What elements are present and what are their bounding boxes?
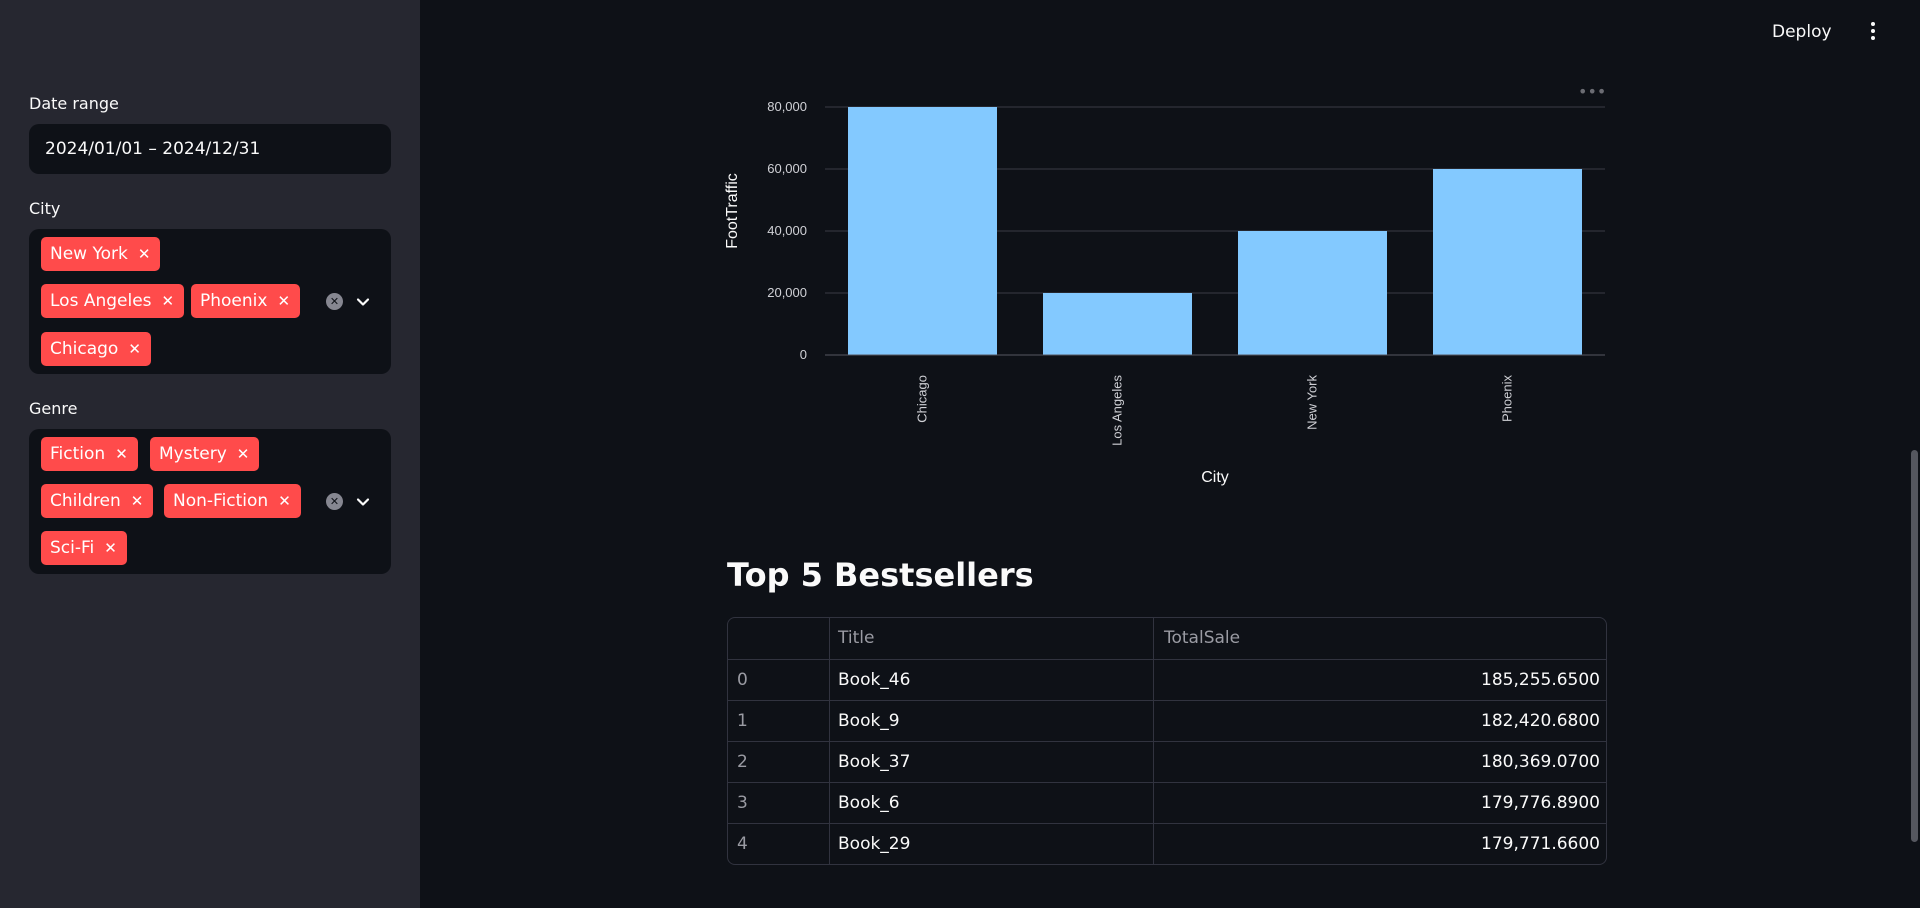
row-totalsale[interactable]: 185,255.6500 [1481, 670, 1600, 690]
row-index: 3 [728, 783, 830, 824]
y-axis-title: FootTraffic [724, 173, 741, 249]
row-title[interactable]: Book_29 [830, 824, 1154, 864]
row-totalsale[interactable]: 179,776.8900 [1481, 793, 1600, 813]
genre-tag[interactable]: Children ✕ [41, 484, 154, 518]
row-index: 0 [728, 660, 830, 701]
remove-tag-icon[interactable]: ✕ [278, 492, 291, 510]
genre-tag[interactable]: Sci-Fi ✕ [41, 531, 127, 565]
city-tag[interactable]: Los Angeles ✕ [41, 284, 185, 318]
row-totalsale[interactable]: 180,369.0700 [1481, 752, 1600, 772]
city-tag-label: Los Angeles [50, 291, 152, 311]
genre-tag-label: Children [50, 491, 121, 511]
y-tick-label: 20,000 [767, 285, 807, 300]
header-totalsale[interactable]: TotalSale [1164, 628, 1241, 648]
header-title[interactable]: Title [830, 618, 1154, 659]
chevron-down-icon[interactable] [355, 494, 371, 510]
remove-tag-icon[interactable]: ✕ [236, 445, 250, 463]
row-index: 1 [728, 701, 830, 742]
bar [1433, 169, 1582, 355]
row-title[interactable]: Book_37 [830, 742, 1154, 783]
y-tick-label: 80,000 [767, 99, 807, 114]
chart-menu-icon[interactable]: ••• [1578, 82, 1607, 101]
table-row[interactable]: 2 Book_37 180,369.0700 [728, 741, 1606, 783]
remove-tag-icon[interactable]: ✕ [115, 445, 128, 463]
city-tag[interactable]: New York ✕ [41, 237, 161, 271]
clear-all-icon[interactable]: ✕ [326, 293, 343, 310]
page-scrollbar[interactable] [1911, 450, 1918, 842]
city-tag-label: Chicago [50, 339, 119, 359]
main-menu-icon[interactable] [1864, 22, 1882, 46]
genre-tag-label: Sci-Fi [50, 538, 95, 558]
sidebar: Date range 2024/01/01 – 2024/12/31 City … [0, 0, 420, 908]
genre-tag-label: Non-Fiction [173, 491, 269, 511]
deploy-button[interactable]: Deploy [1772, 22, 1832, 42]
city-tag[interactable]: Phoenix ✕ [191, 284, 301, 318]
remove-tag-icon[interactable]: ✕ [130, 492, 144, 510]
bestsellers-title: Top 5 Bestsellers [727, 556, 1034, 594]
bar [848, 107, 997, 355]
remove-tag-icon[interactable]: ✕ [137, 245, 151, 263]
genre-tag[interactable]: Non-Fiction ✕ [164, 484, 301, 518]
x-tick-label: New York [1305, 375, 1320, 430]
city-tag-label: Phoenix [200, 291, 268, 311]
remove-tag-icon[interactable]: ✕ [161, 292, 175, 310]
date-range-input[interactable]: 2024/01/01 – 2024/12/31 [29, 124, 391, 174]
genre-tag[interactable]: Fiction ✕ [41, 437, 138, 471]
foot-traffic-bar-chart: 0 20,000 40,000 60,000 80,000 Chicago Los Ange… [724, 99, 1605, 486]
y-tick-label: 40,000 [767, 223, 807, 238]
table-row[interactable]: 0 Book_46 185,255.6500 [728, 659, 1606, 701]
bar [1238, 231, 1387, 355]
row-totalsale[interactable]: 182,420.6800 [1481, 711, 1600, 731]
genre-multiselect[interactable]: Fiction ✕ Mystery ✕ Children ✕ Non-Ficti… [29, 429, 391, 574]
table-row[interactable]: 1 Book_9 182,420.6800 [728, 700, 1606, 742]
x-tick-label: Phoenix [1500, 375, 1515, 422]
y-tick-label: 0 [800, 347, 807, 362]
row-title[interactable]: Book_46 [830, 660, 1154, 701]
x-tick-label: Chicago [915, 375, 930, 423]
bestsellers-table[interactable]: Title TotalSale 0 Book_46 185,255.6500 1… [727, 617, 1607, 865]
date-range-label: Date range [29, 94, 119, 113]
remove-tag-icon[interactable]: ✕ [104, 539, 117, 557]
x-tick-label: Los Angeles [1110, 375, 1125, 446]
remove-tag-icon[interactable]: ✕ [277, 292, 291, 310]
clear-all-icon[interactable]: ✕ [326, 493, 343, 510]
city-tag[interactable]: Chicago ✕ [41, 332, 151, 366]
remove-tag-icon[interactable]: ✕ [128, 340, 141, 358]
header-index[interactable] [728, 618, 830, 659]
table-row[interactable]: 3 Book_6 179,776.8900 [728, 782, 1606, 824]
x-axis-title: City [1201, 469, 1229, 486]
genre-label: Genre [29, 399, 78, 418]
table-row[interactable]: 4 Book_29 179,771.6600 [728, 823, 1606, 864]
row-index: 4 [728, 824, 830, 864]
bar [1043, 293, 1192, 355]
row-title[interactable]: Book_6 [830, 783, 1154, 824]
chevron-down-icon[interactable] [355, 294, 371, 310]
city-tag-label: New York [50, 244, 128, 264]
city-multiselect[interactable]: New York ✕ Los Angeles ✕ Phoenix ✕ Chica… [29, 229, 391, 374]
row-index: 2 [728, 742, 830, 783]
city-label: City [29, 199, 61, 218]
genre-tag-label: Mystery [159, 444, 227, 464]
table-header-row: Title TotalSale [728, 618, 1606, 659]
genre-tag-label: Fiction [50, 444, 106, 464]
row-totalsale[interactable]: 179,771.6600 [1481, 834, 1600, 854]
genre-tag[interactable]: Mystery ✕ [150, 437, 260, 471]
y-tick-label: 60,000 [767, 161, 807, 176]
row-title[interactable]: Book_9 [830, 701, 1154, 742]
